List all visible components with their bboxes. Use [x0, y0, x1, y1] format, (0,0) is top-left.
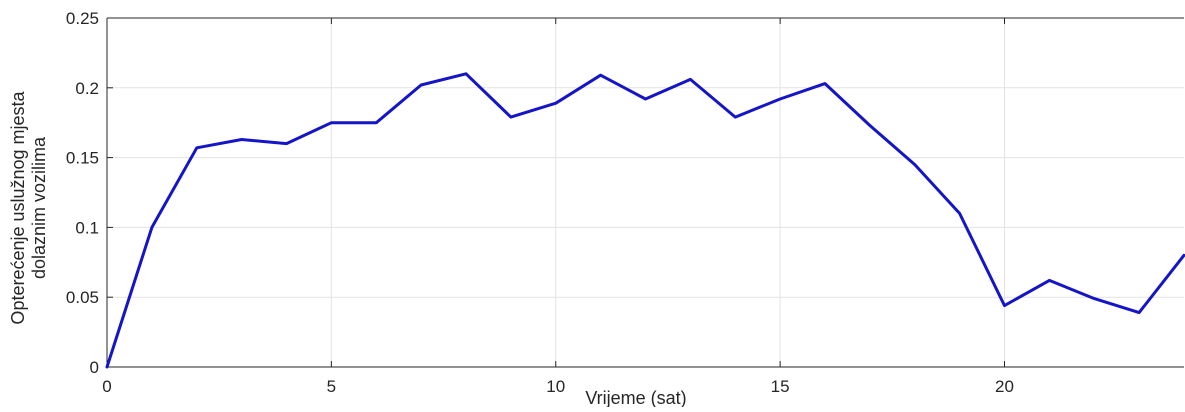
- x-tick-label: 0: [102, 377, 111, 396]
- data-point: [734, 115, 737, 119]
- data-point: [285, 142, 288, 145]
- x-axis-label: Vrijeme (sat): [585, 388, 686, 407]
- series: [105, 72, 1185, 369]
- data-point: [644, 97, 647, 101]
- data-point: [375, 121, 378, 124]
- y-tick-label: 0.15: [66, 149, 99, 168]
- x-tick-label: 5: [327, 377, 336, 396]
- data-point: [868, 124, 872, 127]
- data-point: [1093, 297, 1096, 300]
- series-line: [105, 72, 1185, 369]
- x-tick-label: 15: [771, 377, 790, 396]
- x-tick-label: 20: [995, 377, 1014, 396]
- axis-labels: Vrijeme (sat) Opterećenje uslužnog mjest…: [8, 90, 687, 408]
- data-point: [1182, 254, 1185, 257]
- y-tick-label: 0.25: [66, 9, 99, 28]
- y-tick-label: 0.05: [66, 288, 99, 307]
- grid: [107, 17, 1184, 367]
- data-point: [599, 74, 602, 77]
- data-point: [778, 97, 782, 101]
- data-point: [958, 212, 961, 215]
- data-point: [509, 115, 513, 119]
- data-point: [240, 138, 243, 141]
- x-tick-label: 10: [546, 377, 565, 396]
- y-axis-label-line-2: dolaznim vozilima: [29, 136, 49, 279]
- data-point: [150, 226, 154, 229]
- data-point: [464, 72, 468, 76]
- ticks: 0 5 10 15 20 0 0.05 0.1 0.15 0.2 0.25: [66, 9, 1014, 396]
- y-axis-label-line-1: Opterećenje uslužnog mjesta: [8, 90, 28, 324]
- axes: [106, 17, 1184, 368]
- y-tick-label: 0.2: [75, 79, 99, 98]
- data-point: [105, 365, 109, 369]
- data-point: [419, 83, 423, 87]
- y-tick-label: 0.1: [75, 218, 99, 237]
- data-point: [1137, 311, 1141, 314]
- y-tick-label: 0: [90, 358, 99, 377]
- data-point: [1048, 279, 1051, 282]
- data-point: [554, 101, 557, 105]
- data-point: [330, 121, 333, 124]
- data-point: [689, 78, 692, 81]
- data-point: [913, 163, 916, 166]
- data-point: [195, 146, 198, 150]
- data-point: [1003, 304, 1006, 307]
- data-point: [823, 82, 827, 85]
